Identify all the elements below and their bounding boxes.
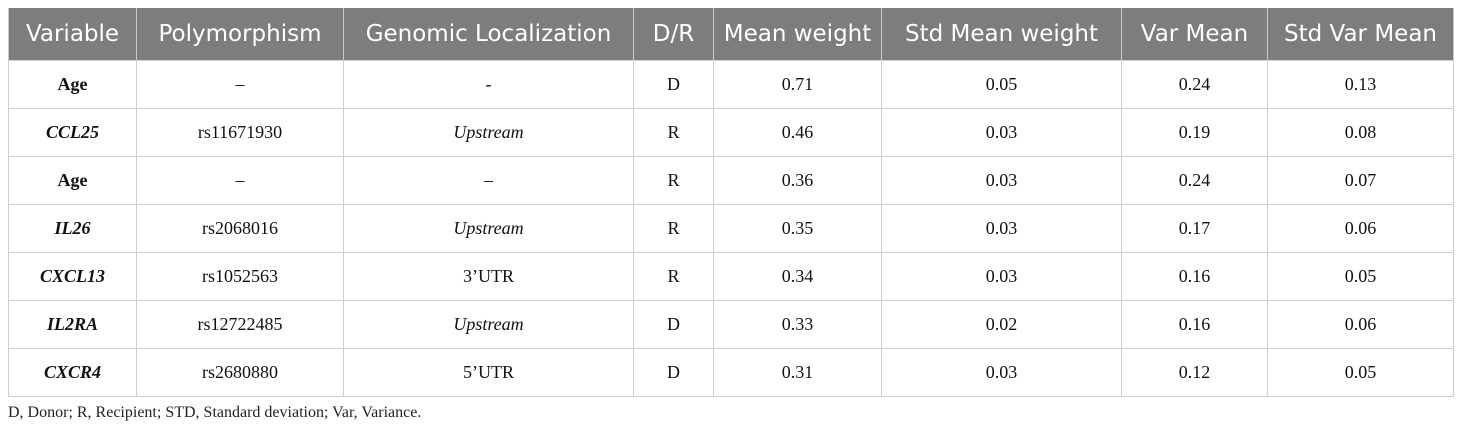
cell-mean-weight: 0.35 xyxy=(713,203,882,253)
cell-mean-weight: 0.31 xyxy=(713,347,882,397)
header-std-mean-weight: Std Mean weight xyxy=(881,8,1122,60)
header-genomic-localization: Genomic Localization xyxy=(343,8,634,60)
cell-polymorphism: – xyxy=(136,59,344,109)
cell-variable: CXCR4 xyxy=(8,347,137,397)
cell-polymorphism: rs2068016 xyxy=(136,203,344,253)
cell-variable: CXCL13 xyxy=(8,251,137,301)
header-row: Variable Polymorphism Genomic Localizati… xyxy=(8,8,1454,60)
cell-std-var-mean: 0.06 xyxy=(1267,203,1454,253)
cell-polymorphism: rs1052563 xyxy=(136,251,344,301)
cell-variable: Age xyxy=(8,155,137,205)
cell-var-mean: 0.12 xyxy=(1121,347,1268,397)
cell-std-var-mean: 0.05 xyxy=(1267,251,1454,301)
table-row: IL26 rs2068016 Upstream R 0.35 0.03 0.17… xyxy=(8,203,1454,253)
cell-polymorphism: rs11671930 xyxy=(136,107,344,157)
header-mean-weight: Mean weight xyxy=(713,8,882,60)
cell-dr: D xyxy=(633,299,714,349)
table-row: CCL25 rs11671930 Upstream R 0.46 0.03 0.… xyxy=(8,107,1454,157)
cell-localization: 5’UTR xyxy=(343,347,634,397)
cell-mean-weight: 0.36 xyxy=(713,155,882,205)
cell-std-mean-weight: 0.03 xyxy=(881,251,1122,301)
cell-std-mean-weight: 0.03 xyxy=(881,347,1122,397)
cell-var-mean: 0.16 xyxy=(1121,299,1268,349)
cell-mean-weight: 0.46 xyxy=(713,107,882,157)
cell-std-var-mean: 0.13 xyxy=(1267,59,1454,109)
table-footnote: D, Donor; R, Recipient; STD, Standard de… xyxy=(8,404,422,421)
cell-localization: 3’UTR xyxy=(343,251,634,301)
cell-std-mean-weight: 0.05 xyxy=(881,59,1122,109)
header-std-var-mean: Std Var Mean xyxy=(1267,8,1454,60)
cell-var-mean: 0.19 xyxy=(1121,107,1268,157)
cell-mean-weight: 0.34 xyxy=(713,251,882,301)
cell-localization: - xyxy=(343,59,634,109)
table-row: IL2RA rs12722485 Upstream D 0.33 0.02 0.… xyxy=(8,299,1454,349)
cell-std-mean-weight: 0.03 xyxy=(881,155,1122,205)
cell-variable: IL2RA xyxy=(8,299,137,349)
results-table: Variable Polymorphism Genomic Localizati… xyxy=(8,8,1454,397)
cell-std-mean-weight: 0.02 xyxy=(881,299,1122,349)
cell-dr: R xyxy=(633,203,714,253)
cell-polymorphism: rs12722485 xyxy=(136,299,344,349)
header-variable: Variable xyxy=(8,8,137,60)
cell-mean-weight: 0.71 xyxy=(713,59,882,109)
cell-var-mean: 0.17 xyxy=(1121,203,1268,253)
table-row: Age – – R 0.36 0.03 0.24 0.07 xyxy=(8,155,1454,205)
cell-localization: – xyxy=(343,155,634,205)
cell-var-mean: 0.24 xyxy=(1121,59,1268,109)
cell-dr: R xyxy=(633,107,714,157)
cell-dr: D xyxy=(633,347,714,397)
data-table-container: Variable Polymorphism Genomic Localizati… xyxy=(8,8,1454,397)
cell-std-mean-weight: 0.03 xyxy=(881,107,1122,157)
cell-std-var-mean: 0.07 xyxy=(1267,155,1454,205)
cell-mean-weight: 0.33 xyxy=(713,299,882,349)
cell-localization: Upstream xyxy=(343,203,634,253)
cell-variable: CCL25 xyxy=(8,107,137,157)
table-row: CXCR4 rs2680880 5’UTR D 0.31 0.03 0.12 0… xyxy=(8,347,1454,397)
cell-polymorphism: – xyxy=(136,155,344,205)
table-row: Age – - D 0.71 0.05 0.24 0.13 xyxy=(8,59,1454,109)
cell-variable: IL26 xyxy=(8,203,137,253)
header-dr: D/R xyxy=(633,8,714,60)
cell-variable: Age xyxy=(8,59,137,109)
cell-localization: Upstream xyxy=(343,299,634,349)
cell-dr: R xyxy=(633,251,714,301)
header-polymorphism: Polymorphism xyxy=(136,8,344,60)
cell-std-var-mean: 0.05 xyxy=(1267,347,1454,397)
cell-polymorphism: rs2680880 xyxy=(136,347,344,397)
cell-var-mean: 0.16 xyxy=(1121,251,1268,301)
cell-var-mean: 0.24 xyxy=(1121,155,1268,205)
header-var-mean: Var Mean xyxy=(1121,8,1268,60)
table-row: CXCL13 rs1052563 3’UTR R 0.34 0.03 0.16 … xyxy=(8,251,1454,301)
cell-dr: D xyxy=(633,59,714,109)
cell-dr: R xyxy=(633,155,714,205)
cell-std-var-mean: 0.08 xyxy=(1267,107,1454,157)
cell-std-var-mean: 0.06 xyxy=(1267,299,1454,349)
cell-std-mean-weight: 0.03 xyxy=(881,203,1122,253)
cell-localization: Upstream xyxy=(343,107,634,157)
